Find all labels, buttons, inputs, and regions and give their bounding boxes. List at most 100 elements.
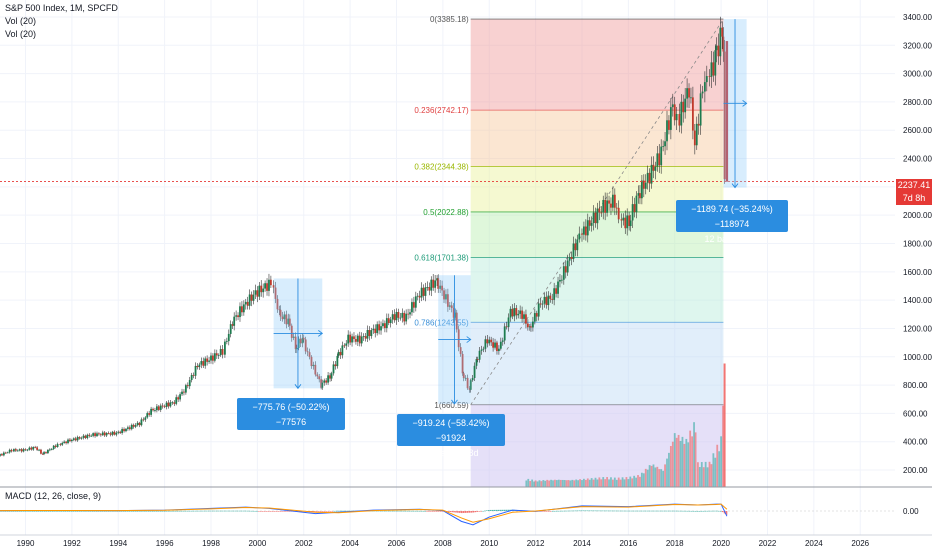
- volume-bar: [658, 469, 661, 487]
- candle-body: [471, 377, 474, 381]
- candle-body: [314, 364, 317, 375]
- candle-body: [161, 405, 164, 407]
- macd-histogram-bar: [582, 510, 585, 512]
- macd-histogram-bar: [677, 510, 680, 512]
- macd-histogram-bar: [115, 511, 117, 512]
- candle-body: [515, 308, 518, 316]
- macd-histogram-bar: [420, 510, 423, 512]
- volume-bar: [621, 477, 624, 487]
- macd-histogram-bar: [403, 510, 405, 512]
- macd-histogram-bar: [627, 510, 629, 512]
- candle-body: [181, 391, 183, 395]
- fib-level-label: 0.618(1701.38): [414, 253, 469, 262]
- macd-histogram-bar: [26, 511, 28, 512]
- macd-histogram-bar: [213, 510, 216, 512]
- macd-histogram-bar: [453, 511, 455, 513]
- candle-body: [140, 419, 143, 426]
- candle-body: [635, 195, 638, 213]
- macd-histogram-bar: [78, 511, 81, 512]
- measure-arrow-down-1: [451, 399, 458, 405]
- macd-histogram-bar: [447, 511, 450, 512]
- volume-bar: [640, 472, 643, 487]
- candle-body: [509, 308, 512, 318]
- candle-body: [74, 438, 77, 441]
- volume-bar: [554, 479, 556, 487]
- candle-body: [466, 377, 469, 389]
- macd-histogram-bar: [414, 510, 417, 512]
- macd-histogram-bar: [285, 511, 287, 512]
- candle-body: [48, 449, 51, 451]
- volume-bar: [552, 480, 554, 487]
- candle-body: [584, 226, 587, 236]
- measure-box-2008[interactable]: −919.24 (−58.42%) −91924 17 bars, 518d: [397, 414, 505, 458]
- volume-bar: [691, 436, 694, 487]
- macd-histogram-bar: [221, 510, 224, 512]
- macd-histogram-bar: [706, 510, 708, 512]
- candle-body: [50, 449, 53, 450]
- macd-histogram-bar: [418, 510, 421, 512]
- macd-histogram-bar: [712, 510, 714, 512]
- macd-histogram-bar: [8, 511, 11, 512]
- macd-histogram-bar: [157, 510, 160, 512]
- macd-histogram-bar: [138, 510, 140, 512]
- candle-body: [576, 239, 579, 251]
- macd-histogram-bar: [341, 510, 343, 512]
- macd-histogram-bar: [180, 510, 183, 512]
- macd-histogram-bar: [149, 510, 152, 512]
- candle-body: [198, 364, 201, 368]
- macd-histogram-bar: [656, 510, 658, 512]
- macd-histogram-bar: [671, 510, 674, 512]
- volume-bar: [546, 479, 549, 487]
- macd-histogram-bar: [638, 510, 641, 512]
- macd-histogram-bar: [683, 510, 685, 512]
- candle-body: [179, 394, 181, 400]
- macd-histogram-bar: [263, 511, 266, 512]
- measure-box-2020[interactable]: −1189.74 (−35.24%) −118974 12 bars, 364d: [676, 200, 788, 244]
- macd-histogram-bar: [397, 510, 399, 512]
- candle-body: [669, 107, 672, 130]
- macd-histogram-bar: [704, 510, 707, 512]
- candle-body: [436, 278, 438, 281]
- candle-body: [244, 301, 247, 305]
- macd-histogram-bar: [95, 511, 98, 512]
- volume-bar: [639, 476, 641, 487]
- macd-histogram-bar: [669, 510, 672, 512]
- volume-bar: [581, 480, 583, 487]
- volume-bar: [677, 434, 680, 487]
- candle-body: [640, 180, 643, 199]
- candle-body: [468, 388, 471, 390]
- candle-body: [252, 294, 255, 301]
- macd-histogram-bar: [146, 510, 148, 512]
- candle-body: [154, 410, 156, 411]
- candle-body: [455, 312, 458, 330]
- volume-bar: [594, 477, 597, 487]
- candle-body-last: [725, 41, 729, 182]
- candle-body: [355, 339, 357, 342]
- candle-body: [318, 376, 321, 380]
- volume-bar: [586, 478, 589, 487]
- candle-body: [283, 314, 286, 320]
- candle-body: [0, 454, 1, 456]
- volume-bar: [694, 432, 697, 487]
- candle-body: [72, 438, 75, 440]
- candle-body: [617, 207, 620, 220]
- measure-box-2000[interactable]: −775.76 (−50.22%) −77576 31 bars, 944d: [237, 398, 345, 442]
- price-tick-label: 2000.00: [903, 211, 932, 220]
- macd-histogram-bar: [101, 511, 104, 512]
- fib-level-label: 0.5(2022.88): [423, 208, 469, 217]
- macd-histogram-bar: [260, 511, 262, 512]
- macd-histogram-bar: [379, 510, 382, 512]
- macd-histogram-bar: [648, 510, 651, 512]
- candle-body: [412, 302, 415, 308]
- volume-bar: [693, 422, 695, 487]
- macd-histogram-bar: [37, 511, 40, 512]
- candle-body: [290, 325, 293, 338]
- macd-histogram-bar: [590, 510, 593, 512]
- candle-body: [441, 285, 443, 291]
- candle-body: [117, 431, 120, 433]
- candle-body: [439, 285, 442, 289]
- candle-body: [675, 113, 678, 121]
- macd-histogram-bar: [424, 510, 426, 512]
- current-price-tag: 2237.41: [896, 179, 932, 192]
